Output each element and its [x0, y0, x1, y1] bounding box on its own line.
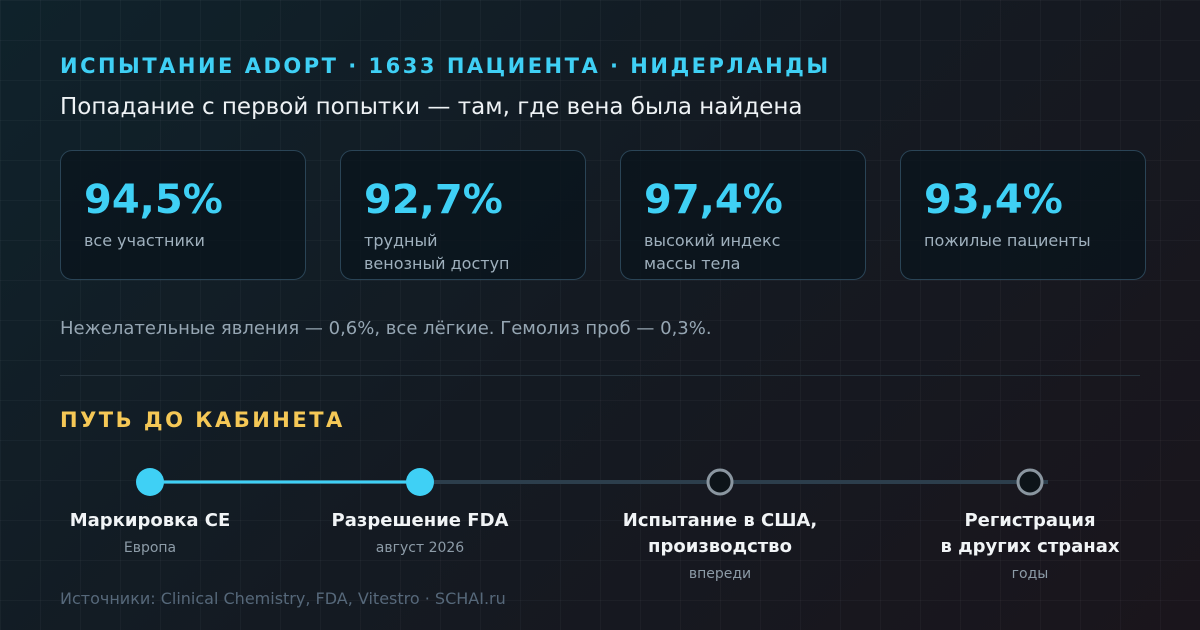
step-subtitle: впереди	[688, 566, 752, 582]
roadmap-step: Маркировка CE Европа	[0, 508, 300, 556]
stat-card: 94,5% все участники	[60, 150, 306, 280]
stat-label: трудный венозный доступ	[364, 229, 510, 275]
stat-card: 93,4% пожилые пациенты	[900, 150, 1146, 280]
roadmap-title: ПУТЬ ДО КАБИНЕТА	[60, 408, 345, 432]
note: Нежелательные явления — 0,6%, все лёгкие…	[60, 318, 712, 339]
step-subtitle: август 2026	[375, 540, 465, 556]
stat-label-line: все участники	[84, 231, 205, 250]
stat-label: высокий индекс массы тела	[644, 229, 780, 275]
step-dot	[1016, 468, 1044, 496]
step-title-line: Маркировка CE	[69, 510, 231, 531]
step-title: Маркировка CE	[0, 508, 300, 534]
stat-value: 92,7%	[364, 177, 503, 223]
step-title: Регистрация в других странах	[880, 508, 1180, 560]
stat-label-line: венозный доступ	[364, 254, 510, 273]
step-title-line: Испытание в США,	[622, 510, 818, 531]
stat-label-line: пожилые пациенты	[924, 231, 1091, 250]
stat-card: 92,7% трудный венозный доступ	[340, 150, 586, 280]
roadmap-step: Испытание в США, производство впереди	[570, 508, 870, 582]
step-dot	[136, 468, 164, 496]
step-dot	[406, 468, 434, 496]
kicker: ИСПЫТАНИЕ ADOPT · 1633 ПАЦИЕНТА · НИДЕРЛ…	[60, 54, 831, 78]
timeline	[136, 468, 1048, 496]
stat-label: пожилые пациенты	[924, 229, 1091, 252]
source: Источники: Clinical Chemistry, FDA, Vite…	[60, 589, 506, 608]
stat-label-line: трудный	[364, 231, 438, 250]
step-dot	[706, 468, 734, 496]
step-title: Испытание в США, производство	[570, 508, 870, 560]
step-subtitle: годы	[1011, 566, 1049, 582]
stat-label-line: массы тела	[644, 254, 741, 273]
stat-card: 97,4% высокий индекс массы тела	[620, 150, 866, 280]
step-title-line: Регистрация	[964, 510, 1096, 531]
stat-value: 93,4%	[924, 177, 1063, 223]
separator	[60, 375, 1140, 376]
stat-value: 97,4%	[644, 177, 783, 223]
roadmap-step: Разрешение FDA август 2026	[270, 508, 570, 556]
roadmap-step: Регистрация в других странах годы	[880, 508, 1180, 582]
step-title-line: производство	[648, 536, 792, 557]
step-title: Разрешение FDA	[270, 508, 570, 534]
stat-label-line: высокий индекс	[644, 231, 781, 250]
title: Попадание с первой попытки — там, где ве…	[60, 94, 803, 120]
stat-label: все участники	[84, 229, 205, 252]
step-title-line: в других странах	[940, 536, 1120, 557]
step-subtitle: Европа	[123, 540, 177, 556]
step-title-line: Разрешение FDA	[331, 510, 509, 531]
stat-value: 94,5%	[84, 177, 223, 223]
